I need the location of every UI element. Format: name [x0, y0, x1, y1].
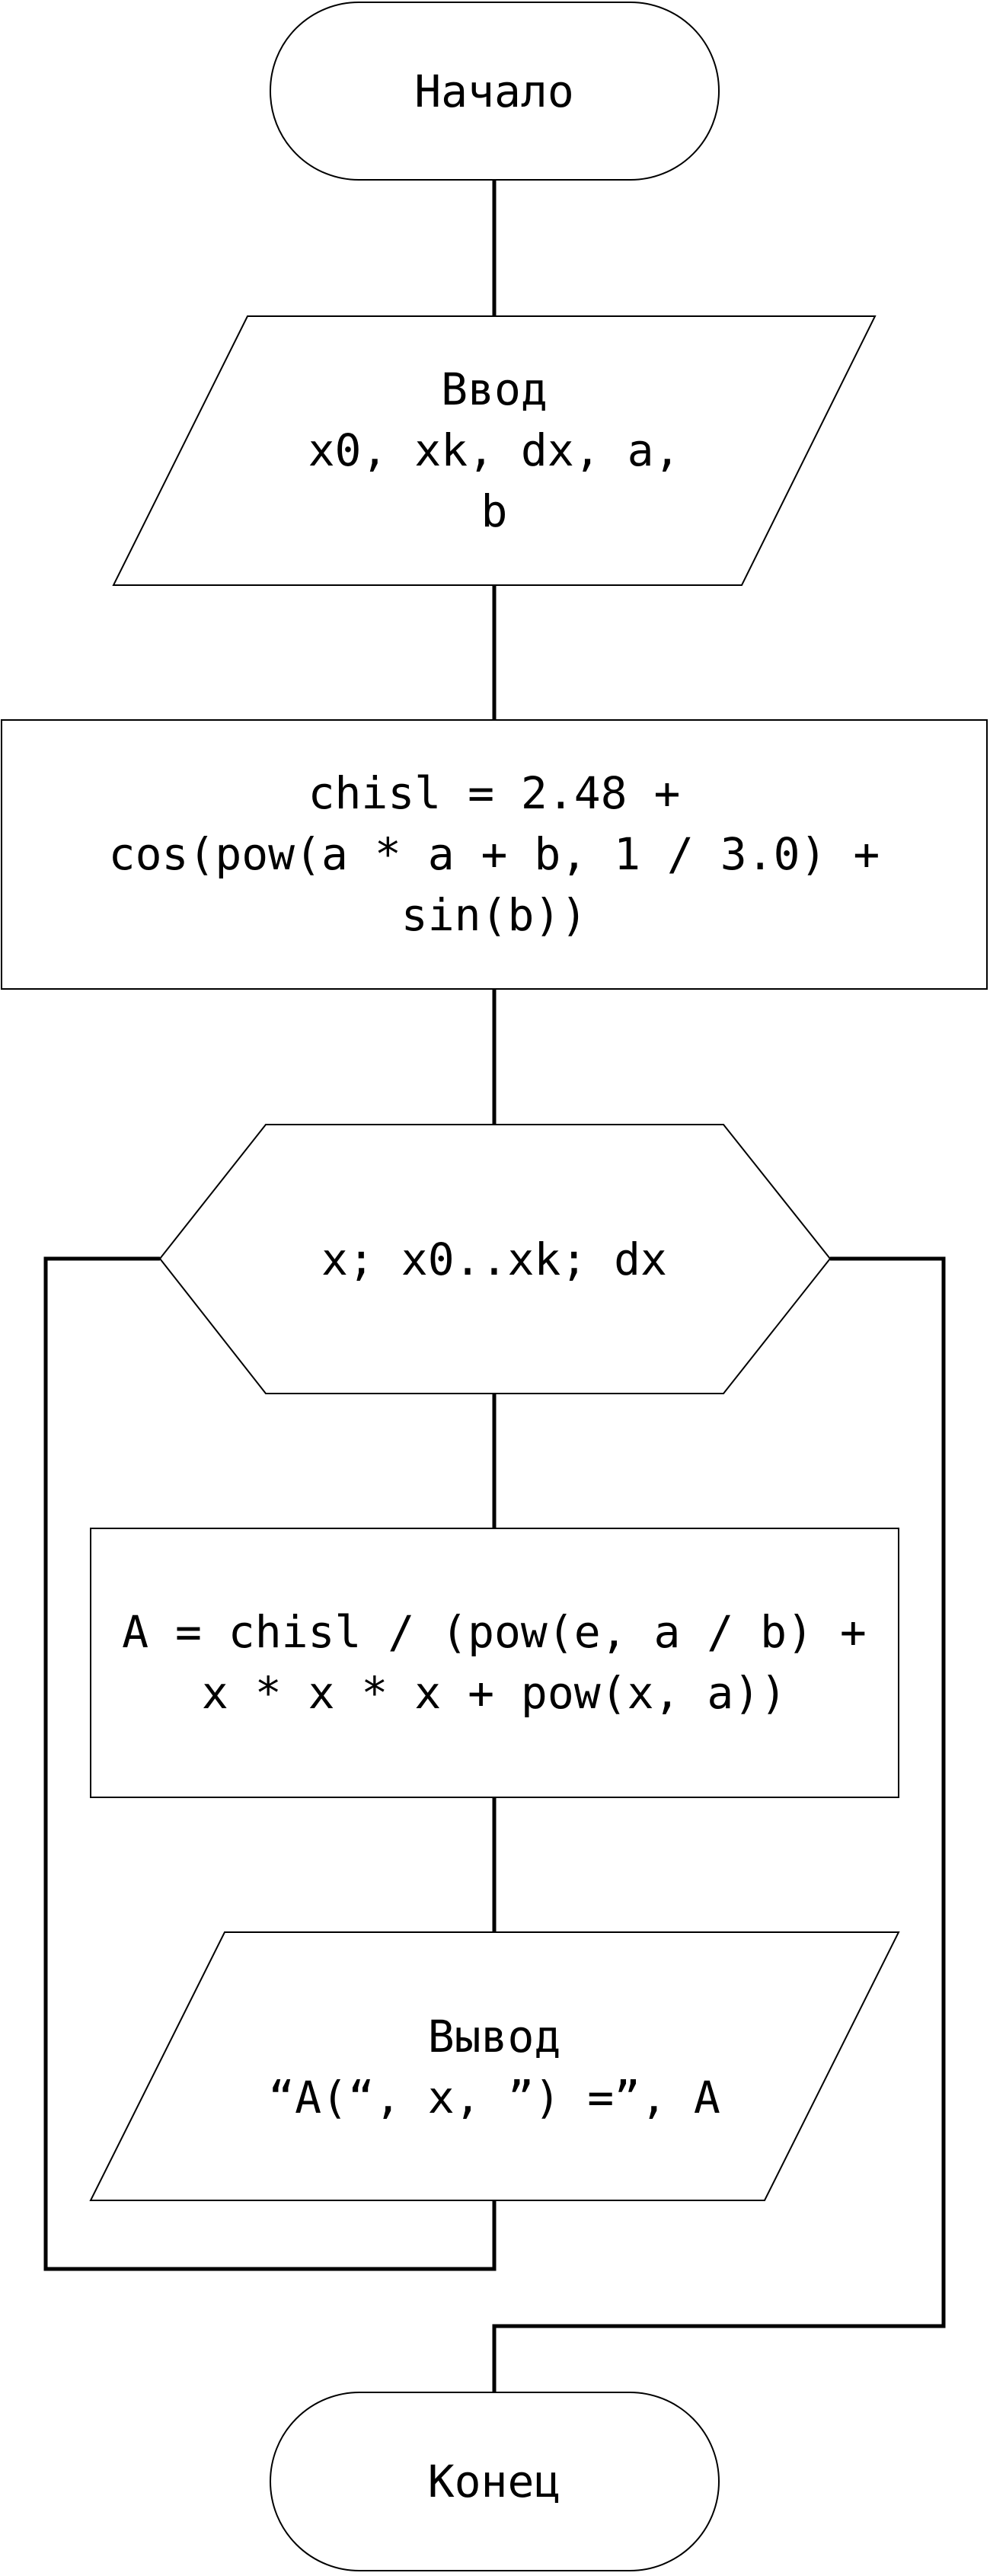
process-chisl-line-3: sin(b)): [401, 889, 587, 941]
output-label-line-1: Вывод: [428, 2011, 561, 2062]
output-label-line-2: “A(“, x, ”) =”, A: [268, 2072, 720, 2123]
output-block-shape: [89, 1931, 900, 2201]
output-block: Вывод “A(“, x, ”) =”, A: [89, 1931, 900, 2201]
input-label-line-2: x0, xk, dx, a,: [308, 424, 681, 476]
process-chisl-shape: [1, 719, 988, 990]
process-a-line-1: A = chisl / (pow(e, a / b) +: [122, 1606, 867, 1658]
process-a-block: A = chisl / (pow(e, a / b) + x * x * x +…: [90, 1528, 899, 1798]
start-label: Начало: [414, 66, 574, 117]
process-a-shape: [90, 1528, 899, 1798]
loop-block: x; x0..xk; dx: [158, 1124, 832, 1394]
start-terminal: Начало: [270, 2, 720, 181]
connectors: [43, 180, 946, 2392]
end-terminal: Конец: [270, 2392, 720, 2571]
end-terminal-shape: [270, 2392, 720, 2571]
process-a-line-2: x * x * x + pow(x, a)): [202, 1667, 787, 1719]
loop-block-shape: [158, 1124, 832, 1394]
end-label: Конец: [428, 2456, 561, 2507]
input-block: Ввод x0, xk, dx, a, b: [112, 315, 877, 586]
input-block-shape: [112, 315, 877, 586]
start-terminal-shape: [270, 2, 720, 181]
process-chisl-line-2: cos(pow(a * a + b, 1 / 3.0) +: [109, 828, 880, 880]
process-chisl-block: chisl = 2.48 + cos(pow(a * a + b, 1 / 3.…: [1, 719, 988, 990]
connector-loop-back: [43, 1256, 497, 2271]
process-chisl-line-1: chisl = 2.48 +: [308, 767, 681, 819]
connector-loop-exit: [492, 1256, 946, 2392]
input-label-line-3: b: [481, 485, 508, 537]
loop-label: x; x0..xk; dx: [321, 1234, 667, 1285]
input-label-line-1: Ввод: [441, 363, 548, 415]
